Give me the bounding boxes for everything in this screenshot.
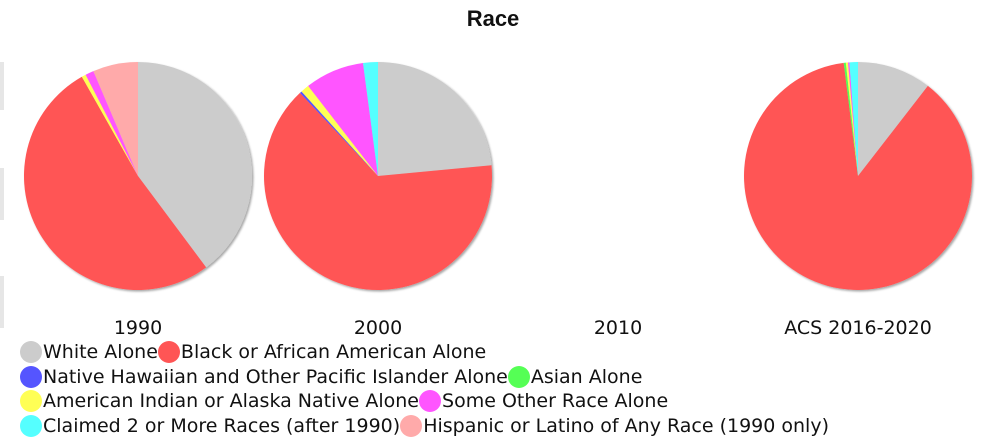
- legend-label: White Alone: [43, 341, 158, 363]
- legend-item-claimed-2-or-more-races-after-1990: Claimed 2 or More Races (after 1990): [20, 414, 400, 438]
- legend-swatch: [400, 415, 423, 438]
- pie-slice-hispanic-or-latino-of-any-race-1990-only: [93, 62, 138, 176]
- legend-item-black-or-african-american-alone: Black or African American Alone: [157, 340, 487, 365]
- legend-row: White Alone Black or African American Alo…: [20, 340, 829, 365]
- legend-row: American Indian or Alaska Native Alone So…: [20, 389, 829, 414]
- legend-swatch: [419, 390, 442, 413]
- pie-slice-american-indian-or-alaska-native-alone: [81, 74, 138, 176]
- legend-item-asian-alone: Asian Alone: [507, 365, 643, 390]
- pie-2000: [263, 62, 492, 291]
- pie-slice-claimed-2-or-more-races-after-1990: [363, 62, 378, 176]
- pie-charts: 1990 2000 2010 ACS 2016-2020: [23, 61, 973, 339]
- legend-row: Native Hawaiian and Other Pacific Island…: [20, 365, 829, 390]
- legend-item-some-other-race-alone: Some Other Race Alone: [419, 389, 668, 414]
- legend-swatch: [20, 341, 42, 364]
- legend-item-native-hawaiian-and-other-pacific-islander-alone: Native Hawaiian and Other Pacific Island…: [20, 365, 508, 390]
- pie-acs-2016-2020: [744, 61, 973, 291]
- pie-slice-white-alone: [858, 62, 928, 176]
- pie-slice-white-alone: [138, 62, 253, 268]
- edge-mark: [0, 276, 4, 328]
- legend-swatch: [20, 415, 42, 438]
- pie-slice-black-or-african-american-alone: [263, 92, 492, 291]
- legend-item-hispanic-or-latino-of-any-race-1990-only: Hispanic or Latino of Any Race (1990 onl…: [400, 414, 829, 438]
- legend-swatch: [20, 365, 42, 388]
- chart-title: Race: [466, 6, 520, 31]
- pie-slice-american-indian-or-alaska-native-alone: [301, 85, 378, 176]
- legend-label: Asian Alone: [530, 365, 643, 388]
- pie-label: 2010: [594, 317, 642, 339]
- pie-slice-some-other-race-alone: [308, 62, 378, 176]
- legend-label: American Indian or Alaska Native Alone: [43, 390, 420, 413]
- edge-mark: [0, 168, 4, 220]
- legend-label: Some Other Race Alone: [442, 390, 669, 413]
- legend-row: Claimed 2 or More Races (after 1990) Hisp…: [20, 414, 829, 438]
- pie-slice-black-or-african-american-alone: [744, 62, 973, 291]
- legend-label: Hispanic or Latino of Any Race (1990 onl…: [423, 414, 829, 437]
- legend-swatch: [157, 341, 180, 364]
- pie-slice-native-hawaiian-and-other-pacific-islander-alone: [299, 91, 378, 176]
- pie-slice-black-or-african-american-alone: [23, 76, 207, 291]
- pie-label: 2000: [354, 317, 402, 339]
- pie-1990: [23, 62, 253, 291]
- pie-slice-some-other-race-alone: [847, 62, 858, 176]
- pie-label: ACS 2016-2020: [784, 317, 932, 339]
- edge-mark: [0, 62, 4, 110]
- pie-slice-american-indian-or-alaska-native-alone: [845, 62, 858, 176]
- pie-slice-claimed-2-or-more-races-after-1990: [849, 61, 858, 176]
- legend: White Alone Black or African American Alo…: [20, 340, 829, 438]
- pie-label: 1990: [114, 317, 162, 339]
- legend-label: Native Hawaiian and Other Pacific Island…: [43, 365, 508, 388]
- legend-item-white-alone: White Alone: [20, 340, 158, 365]
- legend-label: Black or African American Alone: [180, 341, 487, 363]
- legend-item-american-indian-or-alaska-native-alone: American Indian or Alaska Native Alone: [20, 389, 419, 414]
- pie-slice-white-alone: [378, 62, 492, 176]
- legend-swatch: [507, 365, 530, 388]
- legend-label: Claimed 2 or More Races (after 1990): [43, 414, 401, 437]
- pie-slice-some-other-race-alone: [85, 71, 138, 176]
- pie-slice-asian-alone: [843, 62, 858, 176]
- legend-swatch: [20, 390, 42, 413]
